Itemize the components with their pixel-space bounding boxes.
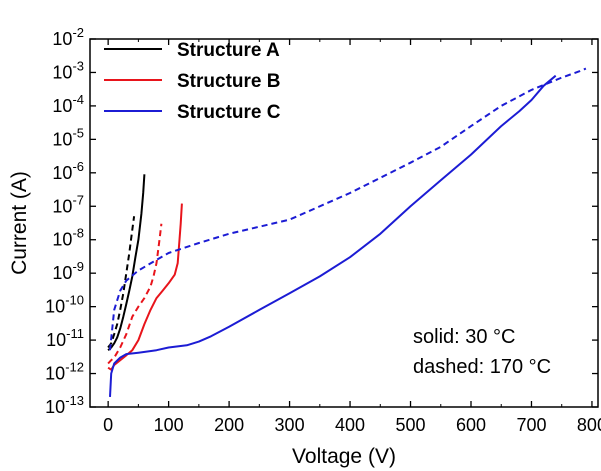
y-tick-label: 10-10 [45,293,84,317]
series-line-structure-a-dashed [107,216,136,349]
y-tick-label: 10-9 [52,259,84,283]
y-tick-label: 10-4 [52,92,84,116]
legend: Structure A Structure B Structure C [104,40,281,123]
series-line-structure-c-solid [109,74,557,397]
series-line-structure-c-dashed [109,67,587,351]
series-line-structure-a-solid [107,174,146,351]
y-tick-label: 10-2 [52,25,84,49]
x-axis-ticks: 0 100 200 300 400 500 600 700 800 [103,39,601,435]
y-axis-title: Current (A) [8,171,31,275]
x-tick-label: 600 [456,415,486,435]
y-tick-label: 10-7 [52,192,84,216]
y-tick-label: 10-3 [52,58,84,82]
annotation-text: dashed: 170 °C [413,356,551,378]
y-tick-label: 10-12 [45,360,84,384]
legend-label: Structure C [177,102,281,123]
x-tick-label: 500 [396,415,426,435]
x-tick-label: 0 [103,415,113,435]
x-tick-label: 700 [516,415,546,435]
y-tick-label: 10-8 [52,226,84,250]
x-tick-label: 400 [335,415,365,435]
y-axis-ticks: 10-13 10-12 10-11 10-10 10-9 10-8 10-7 10-6 10-5… [45,25,598,417]
annotation-text: solid: 30 °C [413,326,516,348]
y-tick-label: 10-6 [52,159,84,183]
x-axis-title: Voltage (V) [292,445,396,468]
x-tick-label: 800 [577,415,601,435]
legend-label: Structure A [177,40,280,61]
legend-label: Structure B [177,71,280,92]
plot-frame [89,38,599,408]
series-line-structure-b-dashed [107,223,163,365]
x-tick-label: 300 [275,415,305,435]
series-line-structure-b-solid [107,203,183,371]
y-tick-label: 10-13 [45,393,84,417]
x-tick-label: 100 [154,415,184,435]
y-tick-label: 10-5 [52,125,84,149]
plot-border [89,38,599,408]
annotations: solid: 30 °C dashed: 170 °C [413,326,551,378]
x-tick-label: 200 [214,415,244,435]
series-layer [107,67,587,397]
y-tick-label: 10-11 [46,326,84,350]
